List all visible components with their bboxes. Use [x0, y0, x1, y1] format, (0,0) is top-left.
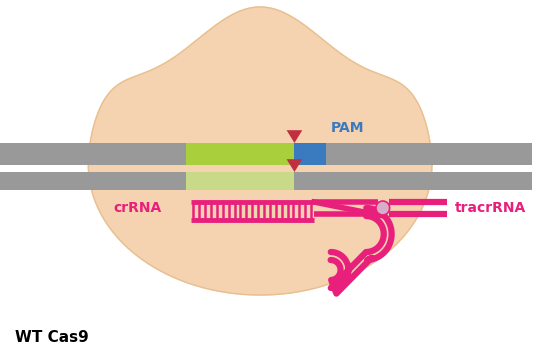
FancyBboxPatch shape	[294, 143, 326, 165]
Polygon shape	[88, 7, 432, 295]
Text: crRNA: crRNA	[114, 201, 162, 215]
Polygon shape	[287, 130, 302, 143]
FancyBboxPatch shape	[0, 143, 532, 165]
Text: tracrRNA: tracrRNA	[454, 201, 526, 215]
Polygon shape	[287, 159, 302, 172]
Ellipse shape	[376, 201, 390, 215]
FancyBboxPatch shape	[186, 143, 294, 165]
FancyBboxPatch shape	[0, 172, 532, 190]
Text: PAM: PAM	[331, 121, 364, 135]
Text: WT Cas9: WT Cas9	[15, 330, 88, 345]
FancyBboxPatch shape	[186, 172, 294, 190]
